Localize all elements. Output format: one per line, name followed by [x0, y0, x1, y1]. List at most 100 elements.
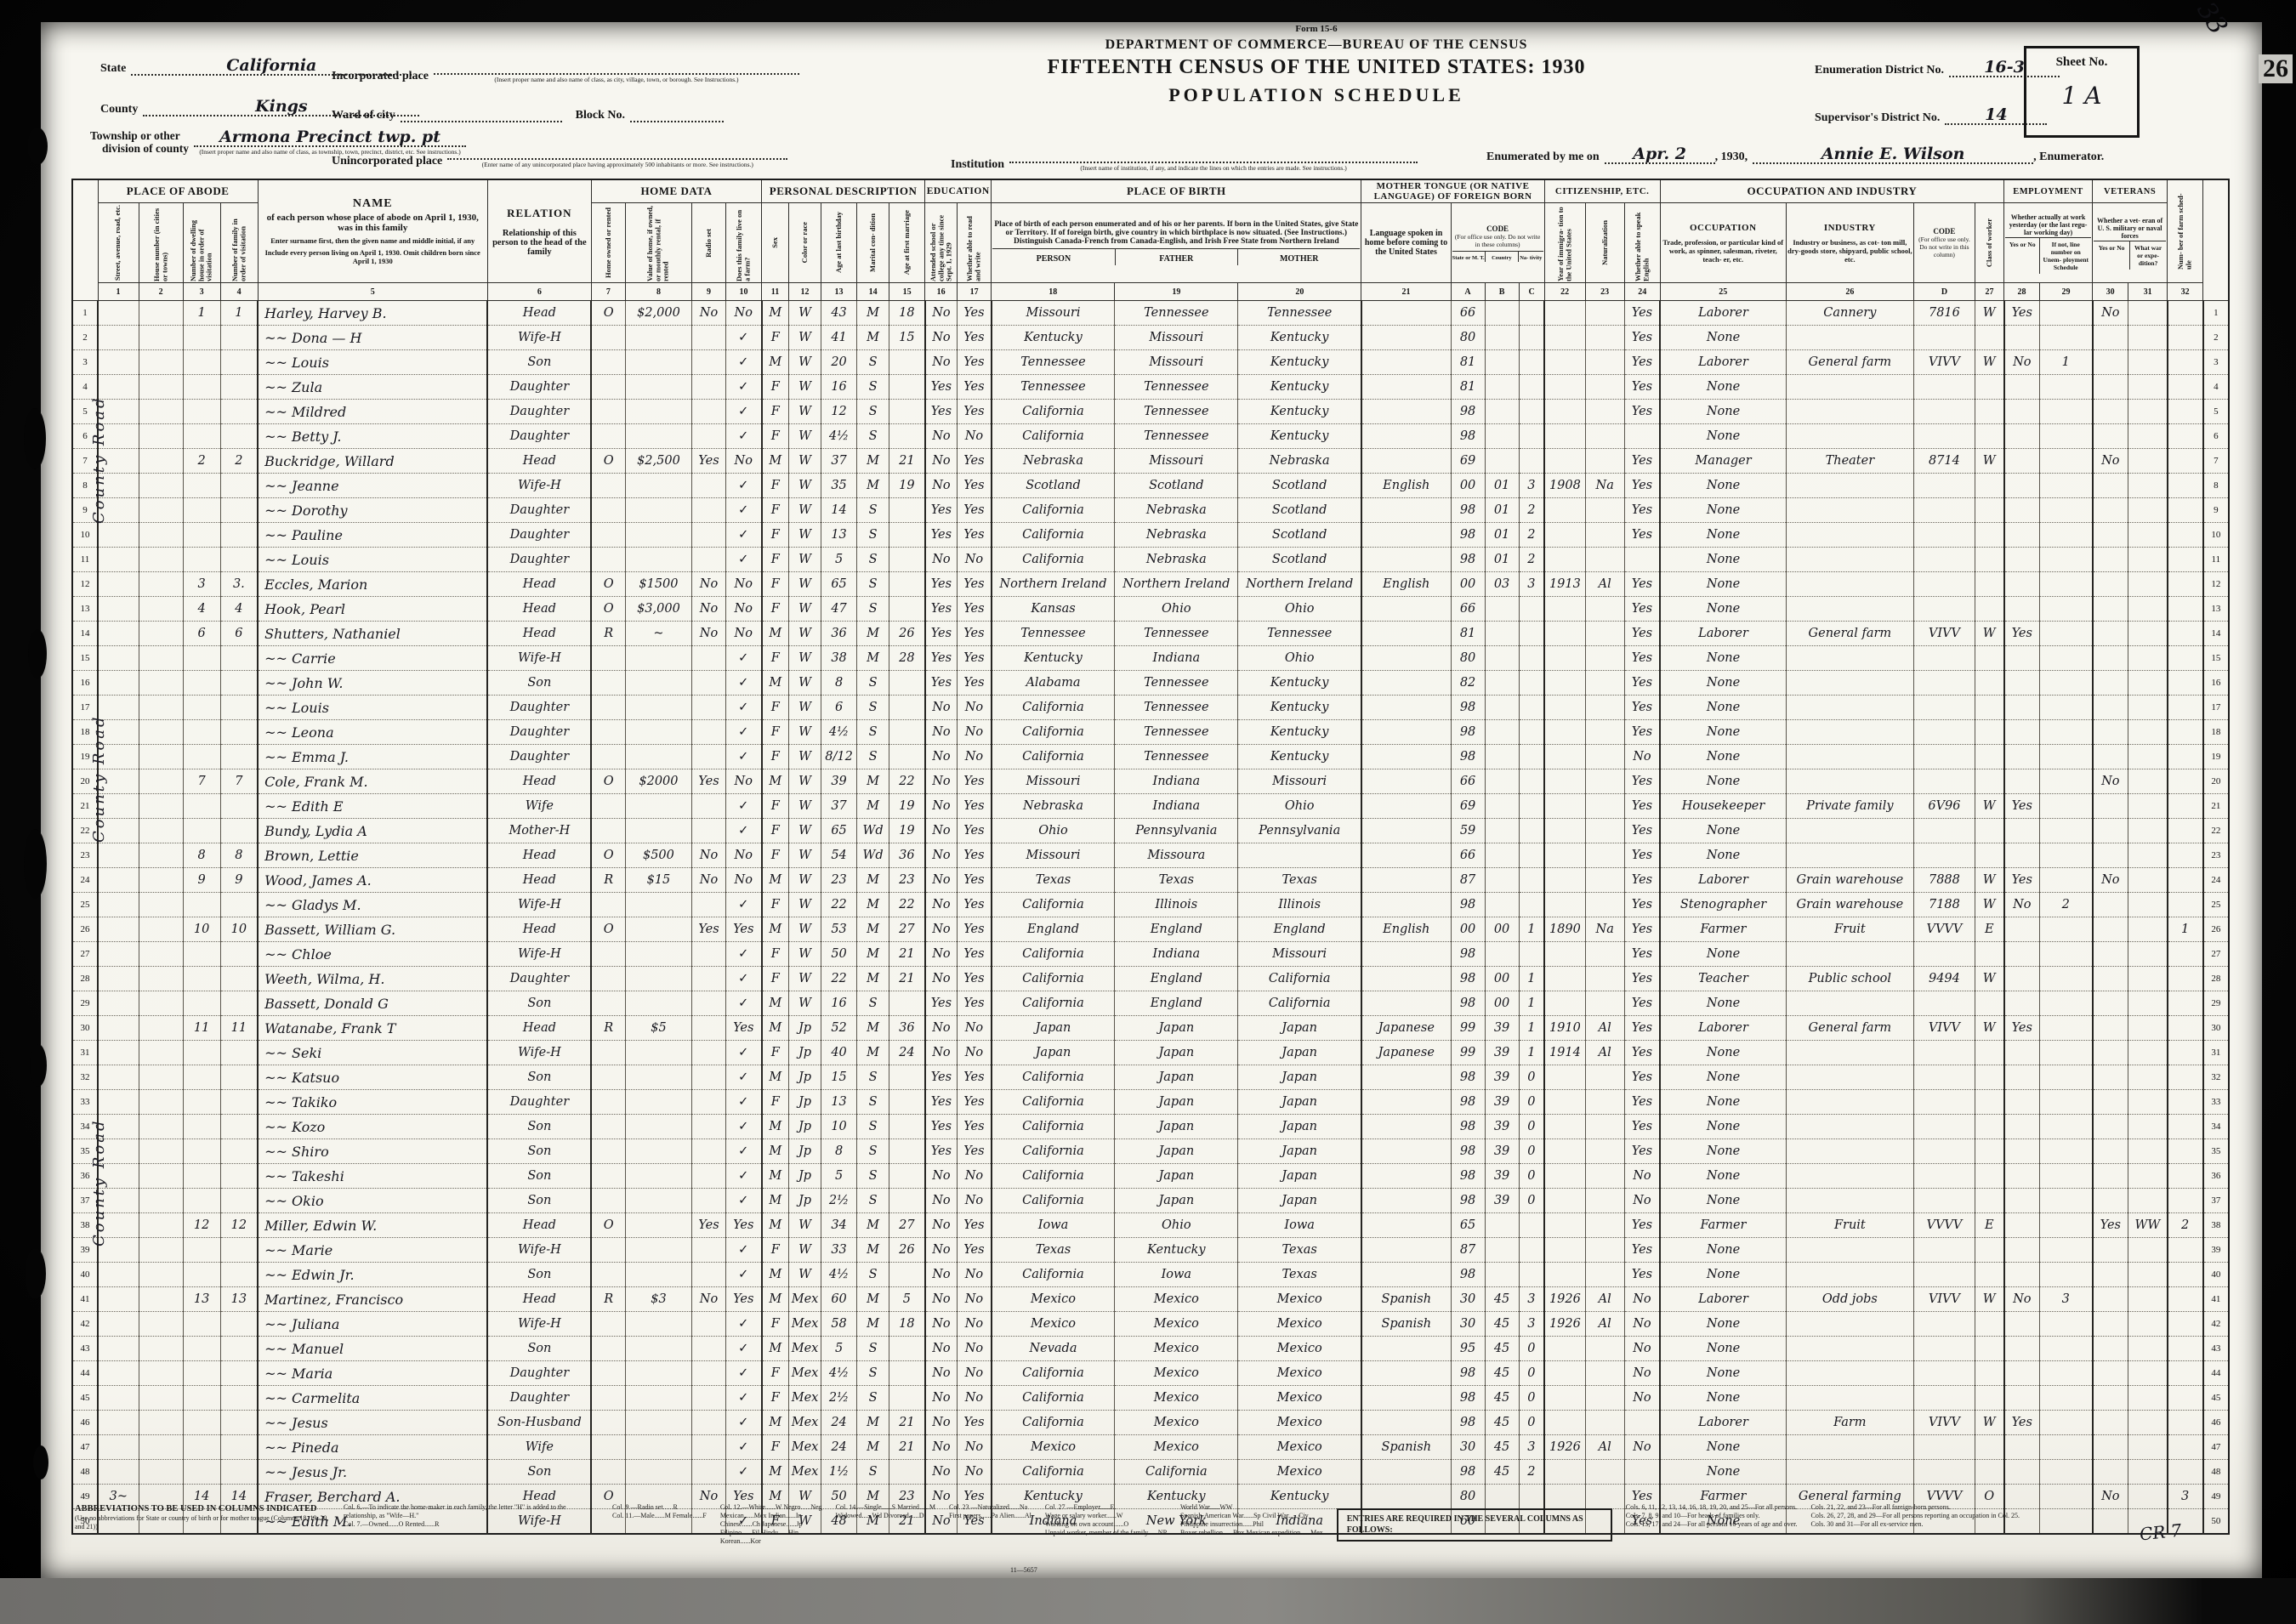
cell: Yes	[691, 917, 726, 942]
cell: ~~ Emma J.	[258, 744, 489, 769]
cell: Missoura	[1114, 843, 1239, 868]
line-number-left: 23	[72, 843, 99, 868]
cell: 98	[1451, 399, 1486, 424]
cell	[2128, 1065, 2168, 1090]
cell: 95	[1451, 1336, 1486, 1361]
cell	[1544, 867, 1586, 893]
cell	[2167, 1385, 2204, 1411]
cell: 1	[2039, 349, 2094, 375]
cell	[183, 1114, 221, 1139]
cell: Farmer	[1660, 917, 1787, 942]
cell: Wife	[487, 1434, 593, 1460]
cell: 98	[1451, 744, 1486, 769]
cell	[625, 670, 692, 696]
cell: Yes	[924, 596, 958, 622]
cell	[1786, 522, 1914, 548]
census-row: 12 3 3. Eccles, Marion Head O $1500 No No F W 65 S Ye…	[72, 571, 2230, 597]
cell	[183, 670, 221, 696]
cell: 9494	[1913, 966, 1975, 991]
cell: 82	[1451, 670, 1486, 696]
cell: Kentucky	[991, 645, 1116, 671]
census-row: 38 12 12 Miller, Edwin W. Head O Yes Yes M W 34 M 27…	[72, 1212, 2230, 1238]
cell	[139, 1163, 184, 1189]
cell	[2167, 596, 2204, 622]
cell: ~~ Edith M.	[258, 1508, 489, 1535]
cell	[2167, 374, 2204, 400]
cell: Bassett, Donald G	[258, 991, 489, 1016]
cell: No	[924, 1163, 958, 1189]
cell	[139, 818, 184, 843]
cell: 00	[1485, 966, 1520, 991]
cell: Scotland	[1237, 473, 1362, 498]
cell: 23	[821, 867, 858, 893]
cell	[2039, 941, 2094, 967]
cell	[183, 1410, 221, 1435]
cell: Al	[1585, 1311, 1625, 1337]
cell: Yes	[1624, 399, 1662, 424]
cell	[98, 1040, 139, 1065]
cell: 1	[2167, 917, 2204, 942]
cell	[2092, 1015, 2129, 1041]
cell	[183, 374, 221, 400]
cell	[2003, 1065, 2041, 1090]
cell	[1519, 670, 1546, 696]
cell	[2039, 448, 2094, 474]
cell: None	[1660, 522, 1787, 548]
cell: Mexico	[1237, 1336, 1362, 1361]
cell	[1975, 843, 2005, 868]
cell: ✓	[725, 793, 763, 819]
cell: None	[1660, 325, 1787, 350]
line-number-left: 26	[72, 917, 99, 942]
cell: Head	[487, 1015, 593, 1041]
cell	[691, 325, 726, 350]
cell: No	[957, 695, 992, 720]
cell	[1786, 1508, 1914, 1535]
cell: S	[856, 423, 890, 449]
cell	[2128, 374, 2168, 400]
cell	[1544, 1237, 1586, 1263]
cell	[1975, 1163, 2005, 1189]
cell	[2039, 1311, 2094, 1337]
census-row: 50 ~~ Edith M. Wife-H ✓ F W 48 M 21 No Yes Indiana N…	[72, 1508, 2230, 1535]
cell: 53	[821, 917, 858, 942]
unincorporated-note: (Enter name of any unincorporated place …	[481, 161, 753, 168]
cell	[1786, 1139, 1914, 1164]
state-label: State	[100, 62, 127, 75]
cell: Missouri	[1237, 769, 1362, 794]
cell	[1913, 1163, 1975, 1189]
cell	[625, 1336, 692, 1361]
line-number-left: 5	[72, 399, 99, 424]
cell	[1975, 1459, 2005, 1485]
cell: No	[725, 596, 763, 622]
county-field: County Kings	[100, 99, 420, 116]
census-row: 31 ~~ Seki Wife-H ✓ F Jp 40 M 24 No No Japan Japan Ja…	[72, 1040, 2230, 1065]
cell	[2167, 1336, 2204, 1361]
cell	[889, 1360, 926, 1386]
cell	[183, 1040, 221, 1065]
township-value: Armona Precinct twp. pt	[194, 129, 467, 147]
cell	[183, 497, 221, 523]
cell: No	[691, 843, 726, 868]
cell: Indiana	[991, 1508, 1116, 1535]
cell: 3	[2039, 1286, 2094, 1312]
cell: No	[924, 448, 958, 474]
cell: No	[924, 300, 958, 326]
cell	[1975, 719, 2005, 745]
cell	[2092, 1336, 2129, 1361]
county-label: County	[100, 103, 139, 116]
cell: 0	[1519, 1089, 1546, 1115]
cell: No	[957, 1040, 992, 1065]
cell: Wife-H	[487, 892, 593, 917]
cell	[183, 1163, 221, 1189]
cell	[2167, 744, 2204, 769]
cell	[2039, 300, 2094, 326]
cell: Yes	[957, 645, 992, 671]
cell	[2167, 1262, 2204, 1287]
cell	[183, 818, 221, 843]
census-row: 1 1 1 Harley, Harvey B. Head O $2,000 No No M W 43 M…	[72, 300, 2230, 326]
cell	[139, 1065, 184, 1090]
cell	[2003, 473, 2041, 498]
cell	[889, 522, 926, 548]
cell	[591, 1508, 626, 1535]
cell: No	[957, 1163, 992, 1189]
